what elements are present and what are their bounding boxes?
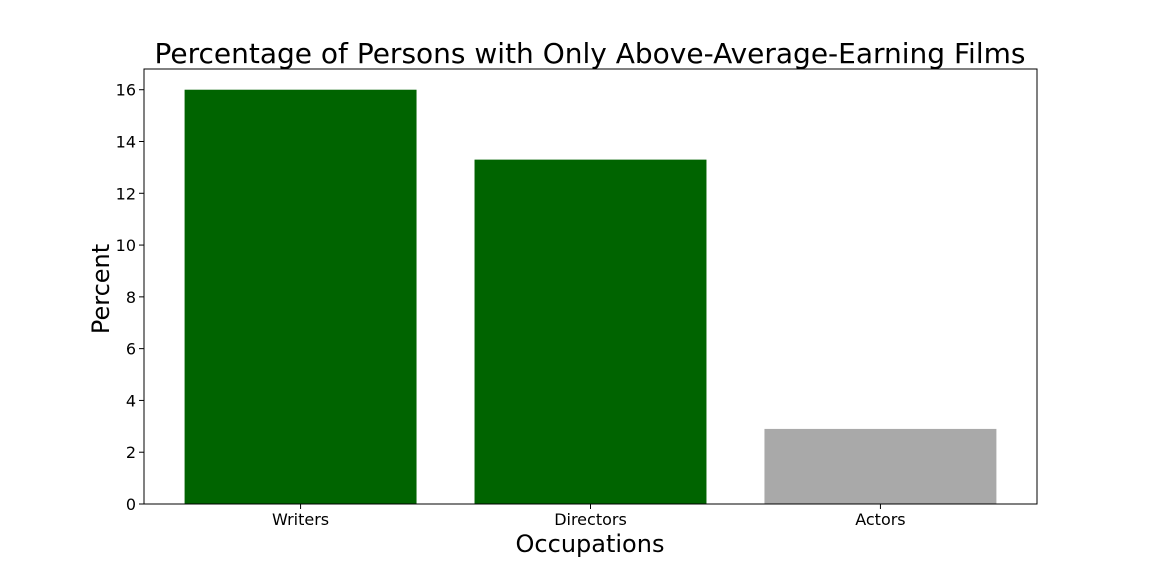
y-tick-label: 6 [126,340,136,359]
x-tick-label: Actors [855,510,905,529]
y-tick-label: 8 [126,288,136,307]
bar-directors [474,159,707,504]
y-tick-label: 0 [126,495,136,514]
bar-writers [184,89,417,504]
x-axis-ticks: Writers Directors Actors [272,504,906,529]
bar-actors [764,428,997,504]
y-tick-label: 12 [116,184,136,203]
bars-group [184,89,997,504]
y-axis-title: Percent [87,244,115,334]
y-tick-label: 10 [116,236,136,255]
x-tick-label: Writers [272,510,329,529]
y-tick-label: 16 [116,81,136,100]
y-axis-ticks: 0 2 4 6 8 10 12 14 16 [116,81,144,514]
chart-title: Percentage of Persons with Only Above-Av… [155,37,1026,70]
y-tick-label: 2 [126,443,136,462]
y-tick-label: 14 [116,133,136,152]
y-tick-label: 4 [126,391,136,410]
x-tick-label: Directors [554,510,627,529]
x-axis-title: Occupations [516,530,665,558]
